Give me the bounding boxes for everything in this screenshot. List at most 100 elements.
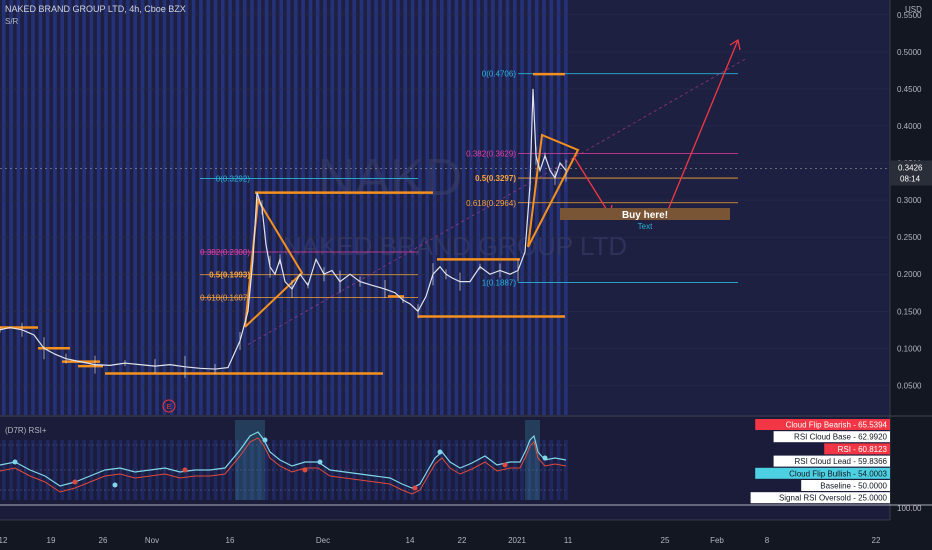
y-tick-label: 0.2500 bbox=[897, 233, 922, 242]
rsi-signal-dot bbox=[302, 467, 308, 473]
fib-level-label: 0(0.3292) bbox=[216, 174, 251, 183]
session-stripe bbox=[2, 0, 6, 415]
rsi-line bbox=[0, 431, 567, 489]
session-stripe bbox=[520, 0, 524, 415]
session-stripe bbox=[9, 0, 13, 415]
y-tick-label: 0.4500 bbox=[897, 85, 922, 94]
session-stripe bbox=[345, 440, 349, 500]
rsi-signal-dot bbox=[437, 449, 443, 455]
rsi-panel-title[interactable]: (D7R) RSI+ bbox=[5, 426, 47, 435]
session-stripe bbox=[505, 0, 510, 415]
fib-level-label: 0.5(0.1993) bbox=[209, 271, 250, 280]
session-stripe bbox=[279, 0, 283, 415]
session-stripe bbox=[228, 0, 232, 415]
fib-level-label: 1(0.1887) bbox=[482, 279, 517, 288]
session-stripe bbox=[162, 0, 167, 415]
session-stripe bbox=[133, 440, 137, 500]
current-price-value: 0.3426 bbox=[898, 164, 923, 173]
projection-arrow-up bbox=[667, 39, 739, 211]
session-stripe bbox=[89, 440, 94, 500]
session-stripe bbox=[542, 0, 546, 415]
y-tick-label: 0.2000 bbox=[897, 270, 922, 279]
session-stripe bbox=[374, 0, 378, 415]
session-stripe bbox=[264, 440, 269, 500]
symbol-title: NAKED BRAND GROUP LTD, 4h, Cboe BZX bbox=[5, 4, 186, 14]
session-stripe bbox=[388, 440, 393, 500]
x-tick-label: Feb bbox=[710, 536, 724, 545]
session-stripe bbox=[177, 0, 181, 415]
session-stripe bbox=[534, 0, 539, 415]
indicator-label[interactable]: S/R bbox=[5, 17, 19, 26]
triangle-pattern-jan bbox=[527, 133, 580, 248]
session-stripe bbox=[476, 440, 481, 500]
session-stripe bbox=[527, 0, 532, 415]
session-stripe bbox=[505, 440, 510, 500]
session-stripe bbox=[461, 0, 466, 415]
session-stripe bbox=[418, 440, 422, 500]
rsi-value-label: RSI - 60.8123 bbox=[838, 445, 888, 454]
session-stripe bbox=[104, 0, 108, 415]
session-stripe bbox=[221, 0, 225, 415]
session-stripe bbox=[148, 0, 152, 415]
session-stripe bbox=[235, 0, 240, 415]
session-stripe bbox=[286, 0, 291, 415]
time-axis-bg bbox=[0, 520, 932, 550]
session-stripe bbox=[564, 0, 568, 415]
session-stripe bbox=[564, 440, 568, 500]
session-stripe bbox=[67, 0, 72, 415]
rsi-signal-dot bbox=[412, 485, 418, 491]
session-stripe bbox=[23, 0, 28, 415]
session-stripe bbox=[447, 0, 451, 415]
rsi-value-badge bbox=[801, 480, 890, 491]
y-tick-label: 0.5000 bbox=[897, 48, 922, 57]
rsi-signal-dot bbox=[112, 482, 118, 488]
session-stripe bbox=[257, 0, 262, 415]
rsi-value-label: Cloud Flip Bullish - 54.0003 bbox=[789, 469, 887, 478]
session-stripe bbox=[82, 0, 86, 415]
earnings-marker bbox=[162, 399, 176, 413]
session-stripe bbox=[425, 440, 429, 500]
session-stripe bbox=[323, 0, 327, 415]
session-stripe bbox=[440, 0, 444, 415]
session-stripe bbox=[308, 0, 313, 415]
x-tick-label: 11 bbox=[564, 536, 573, 545]
session-stripe bbox=[272, 0, 276, 415]
x-tick-label: 8 bbox=[765, 536, 770, 545]
rsi-signal-dot bbox=[262, 437, 268, 443]
session-stripe bbox=[337, 440, 342, 500]
session-stripe bbox=[206, 0, 210, 415]
session-stripe bbox=[301, 0, 305, 415]
session-stripe bbox=[388, 0, 393, 415]
session-stripe bbox=[308, 440, 313, 500]
fib-level-label: 0.5(0.3297) bbox=[475, 174, 516, 183]
session-stripe bbox=[96, 0, 101, 415]
session-stripe bbox=[556, 440, 561, 500]
rsi-value-label: RSI Cloud Lead - 59.8366 bbox=[794, 457, 887, 466]
session-stripe bbox=[169, 0, 174, 415]
x-tick-label: Nov bbox=[145, 536, 159, 545]
session-stripe bbox=[140, 440, 145, 500]
session-stripe bbox=[513, 440, 517, 500]
session-stripe bbox=[213, 440, 218, 500]
fib-level-label: 0.618(0.1687) bbox=[200, 293, 250, 302]
triangle-pattern-dec bbox=[244, 196, 304, 328]
x-tick-label: 22 bbox=[458, 536, 467, 545]
y-tick-label: 0.1000 bbox=[897, 344, 922, 353]
session-stripe bbox=[476, 0, 481, 415]
rsi-value-badge bbox=[773, 431, 890, 443]
y-tick-label: 0.1500 bbox=[897, 307, 922, 316]
session-stripe bbox=[38, 0, 43, 415]
session-stripe bbox=[469, 0, 473, 415]
session-stripe bbox=[250, 0, 254, 415]
rsi-signal-dot bbox=[542, 455, 548, 461]
session-stripe bbox=[118, 0, 123, 415]
projection-arrow-down bbox=[573, 156, 611, 216]
x-tick-label: 2021 bbox=[508, 536, 526, 545]
session-stripe bbox=[520, 440, 524, 500]
rsi-highlight-zone bbox=[525, 420, 540, 500]
session-stripe bbox=[359, 0, 364, 415]
fib-level-label: 0.382(0.3629) bbox=[466, 149, 516, 158]
y-tick-label: 0.5500 bbox=[897, 11, 922, 20]
session-stripe bbox=[31, 0, 35, 415]
